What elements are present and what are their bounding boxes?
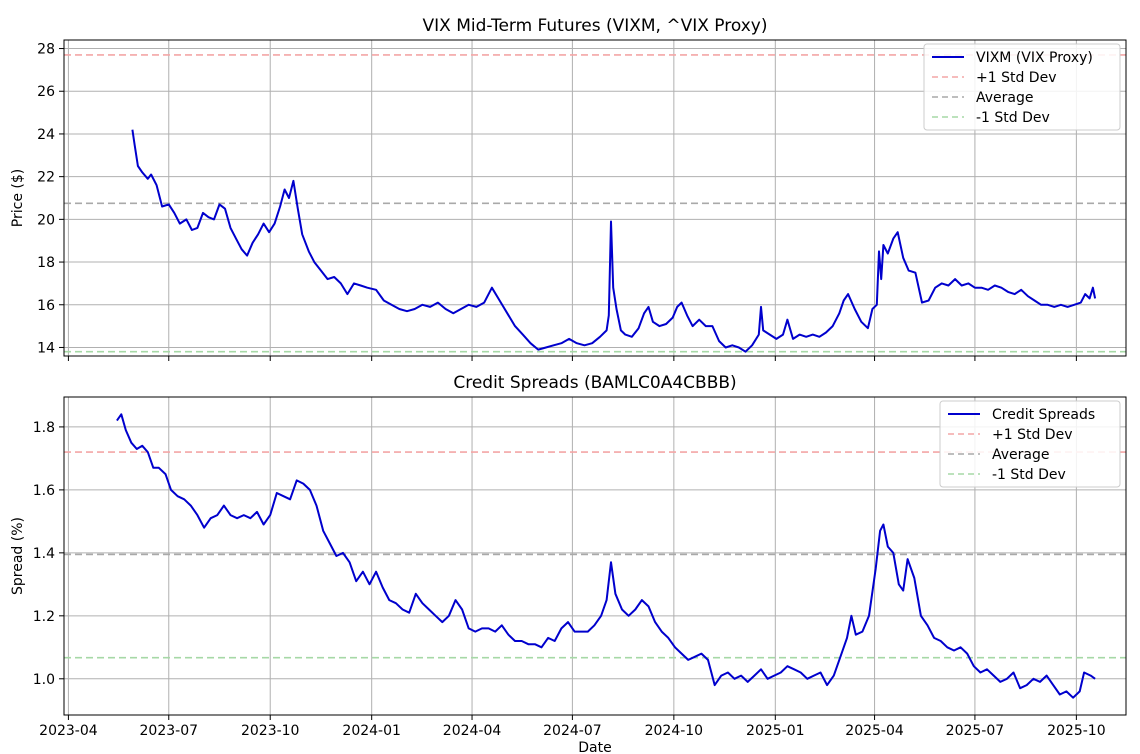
- y-tick-label: 1.0: [33, 672, 55, 688]
- x-tick-label: 2023-04: [39, 723, 98, 739]
- chart-title: Credit Spreads (BAMLC0A4CBBB): [453, 373, 736, 393]
- plot-frame: [63, 39, 1127, 357]
- x-tick-label: 2024-04: [443, 723, 502, 739]
- y-tick-label: 16: [37, 298, 55, 314]
- legend-label: Credit Spreads: [992, 407, 1095, 423]
- x-tick-label: 2025-07: [946, 723, 1005, 739]
- y-tick-label: 26: [37, 84, 55, 100]
- y-tick-label: 22: [37, 170, 55, 186]
- series-line-credit-spreads: [116, 413, 1096, 699]
- x-tick-label: 2024-10: [645, 723, 704, 739]
- y-tick-label: 18: [37, 255, 55, 271]
- x-tick-label: 2025-04: [845, 723, 904, 739]
- x-tick-label: 2023-10: [241, 723, 300, 739]
- x-tick-label: 2025-10: [1047, 723, 1106, 739]
- y-tick-label: 14: [37, 340, 55, 356]
- legend-label: +1 Std Dev: [992, 427, 1072, 443]
- legend-box: [939, 400, 1121, 488]
- legend-box: [923, 43, 1121, 131]
- legend-label: +1 Std Dev: [976, 70, 1056, 86]
- legend-label: Average: [976, 90, 1034, 106]
- y-tick-label: 24: [37, 127, 55, 143]
- y-tick-label: 1.8: [33, 420, 55, 436]
- plot-frame: [63, 396, 1127, 716]
- y-tick-label: 20: [37, 212, 55, 228]
- y-tick-label: 28: [37, 42, 55, 58]
- x-tick-label: 2023-07: [140, 723, 199, 739]
- chart-title: VIX Mid-Term Futures (VIXM, ^VIX Proxy): [423, 16, 768, 36]
- x-tick-label: 2024-01: [342, 723, 401, 739]
- y-tick-label: 1.4: [33, 546, 55, 562]
- series-line-vixm-vix-proxy: [131, 129, 1097, 353]
- y-tick-label: 1.2: [33, 609, 55, 625]
- legend-label: Average: [992, 447, 1050, 463]
- x-axis-label: Date: [578, 740, 611, 754]
- y-tick-label: 1.6: [33, 483, 55, 499]
- y-axis-label: Price ($): [10, 169, 26, 227]
- legend-label: -1 Std Dev: [976, 110, 1050, 126]
- legend-label: -1 Std Dev: [992, 467, 1066, 483]
- x-tick-label: 2025-01: [746, 723, 805, 739]
- legend-label: VIXM (VIX Proxy): [976, 50, 1093, 66]
- y-axis-label: Spread (%): [10, 517, 26, 595]
- x-tick-label: 2024-07: [543, 723, 602, 739]
